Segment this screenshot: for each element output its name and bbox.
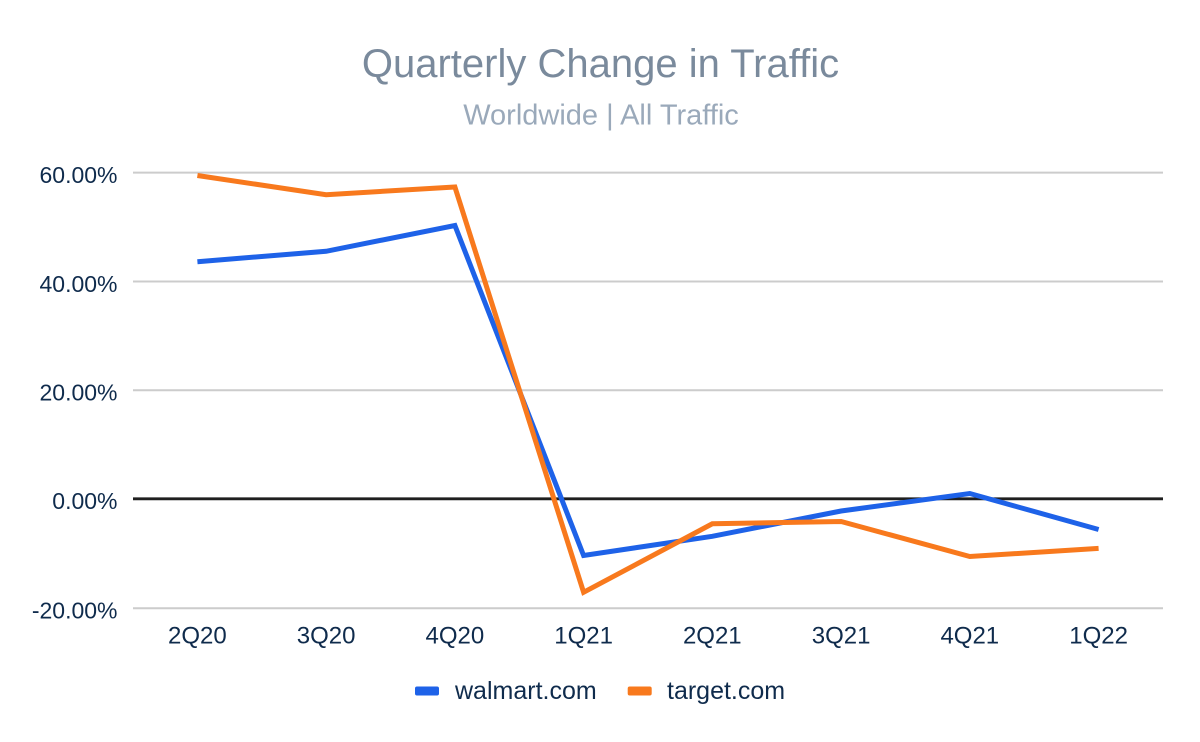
svg-text:60.00%: 60.00% xyxy=(39,162,117,188)
svg-text:3Q20: 3Q20 xyxy=(297,623,356,650)
svg-text:target.com: target.com xyxy=(667,677,785,705)
svg-text:Quarterly Change in Traffic: Quarterly Change in Traffic xyxy=(362,42,839,86)
svg-text:-20.00%: -20.00% xyxy=(32,598,118,624)
svg-text:40.00%: 40.00% xyxy=(39,271,117,297)
svg-text:20.00%: 20.00% xyxy=(39,380,117,406)
svg-text:1Q22: 1Q22 xyxy=(1069,623,1128,650)
svg-text:Worldwide | All Traffic: Worldwide | All Traffic xyxy=(463,100,739,132)
svg-text:walmart.com: walmart.com xyxy=(454,677,597,705)
svg-text:4Q21: 4Q21 xyxy=(940,623,999,650)
svg-text:4Q20: 4Q20 xyxy=(426,623,485,650)
svg-text:2Q21: 2Q21 xyxy=(683,623,742,650)
svg-text:1Q21: 1Q21 xyxy=(554,623,613,650)
svg-text:3Q21: 3Q21 xyxy=(812,623,871,650)
svg-text:0.00%: 0.00% xyxy=(52,488,117,514)
svg-text:2Q20: 2Q20 xyxy=(168,623,227,650)
